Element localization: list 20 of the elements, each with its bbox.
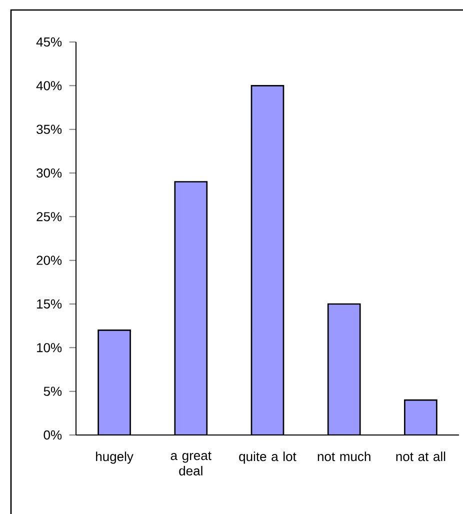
bar bbox=[327, 303, 361, 435]
y-tick-label: 45% bbox=[36, 37, 62, 47]
x-tick-label: quite a lot bbox=[239, 452, 296, 464]
y-tick-label: 5% bbox=[44, 386, 62, 396]
y-tick-label: 0% bbox=[44, 430, 62, 440]
y-tick-label: 10% bbox=[37, 343, 62, 352]
y-tick-label: 30% bbox=[36, 168, 62, 178]
y-tick-label: 40% bbox=[36, 81, 62, 90]
x-tick-label: not at all bbox=[396, 452, 446, 462]
bar bbox=[174, 181, 208, 435]
x-tick-label: hugely bbox=[96, 452, 134, 464]
bar bbox=[250, 85, 284, 435]
y-tick-label: 15% bbox=[37, 299, 62, 309]
y-tick-label: 20% bbox=[36, 256, 62, 265]
x-tick-label: a great deal bbox=[170, 452, 212, 476]
bar bbox=[98, 330, 131, 435]
y-tick-label: 25% bbox=[36, 212, 62, 222]
bar bbox=[404, 399, 438, 435]
y-tick-label: 35% bbox=[36, 124, 62, 134]
x-tick-label: not much bbox=[318, 452, 370, 462]
